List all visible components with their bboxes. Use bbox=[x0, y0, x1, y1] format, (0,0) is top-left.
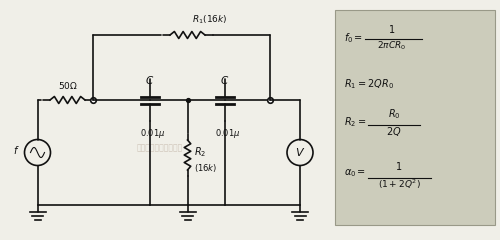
Text: 杭州裕睿科技有限公司: 杭州裕睿科技有限公司 bbox=[137, 143, 183, 152]
Text: $R_2$: $R_2$ bbox=[194, 146, 207, 159]
Text: $1$: $1$ bbox=[396, 160, 402, 172]
Text: $1$: $1$ bbox=[388, 23, 395, 35]
Text: $R_2=$: $R_2=$ bbox=[344, 115, 366, 129]
Text: $(16k)$: $(16k)$ bbox=[194, 162, 218, 174]
Text: $2Q$: $2Q$ bbox=[386, 125, 402, 138]
Text: $f$: $f$ bbox=[14, 144, 20, 156]
Text: $R_1=2QR_0$: $R_1=2QR_0$ bbox=[344, 78, 394, 91]
Bar bbox=[335, 10, 495, 225]
Text: $0.01\mu$: $0.01\mu$ bbox=[140, 127, 166, 140]
Text: $R_0$: $R_0$ bbox=[388, 108, 400, 121]
Text: $C$: $C$ bbox=[220, 74, 230, 86]
Text: $0.01\mu$: $0.01\mu$ bbox=[214, 127, 240, 140]
Text: $50\Omega$: $50\Omega$ bbox=[58, 80, 78, 91]
Text: $(1+2Q^2)$: $(1+2Q^2)$ bbox=[378, 178, 420, 191]
Text: $V$: $V$ bbox=[295, 146, 305, 158]
Text: $\alpha_0=$: $\alpha_0=$ bbox=[344, 168, 366, 179]
Text: $f_0=$: $f_0=$ bbox=[344, 31, 363, 45]
Text: $C$: $C$ bbox=[146, 74, 154, 86]
Text: $2\pi CR_0$: $2\pi CR_0$ bbox=[377, 39, 406, 52]
Text: $R_1(16k)$: $R_1(16k)$ bbox=[192, 13, 228, 26]
